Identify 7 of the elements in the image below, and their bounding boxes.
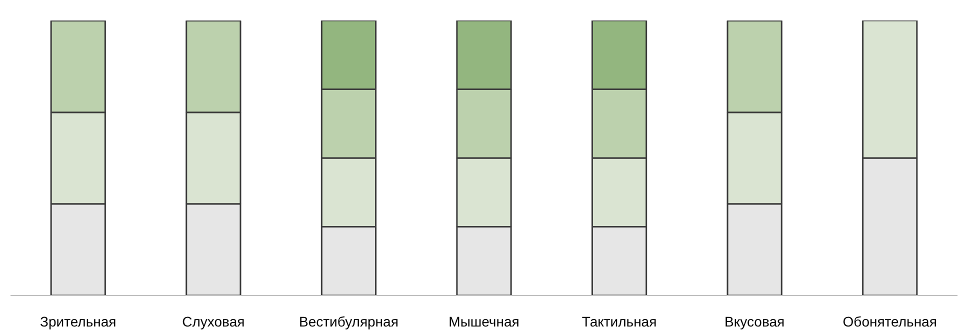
x-tick-label: Обонятельная — [842, 314, 937, 330]
x-tick-label: Тактильная — [582, 314, 657, 330]
x-tick-label: Слуховая — [182, 314, 245, 330]
x-tick-label: Зрительная — [40, 314, 116, 330]
x-tick-label: Вкусовая — [724, 314, 785, 330]
x-tick-label: Мышечная — [448, 314, 520, 330]
x-tick-label: Вестибулярная — [299, 314, 398, 330]
